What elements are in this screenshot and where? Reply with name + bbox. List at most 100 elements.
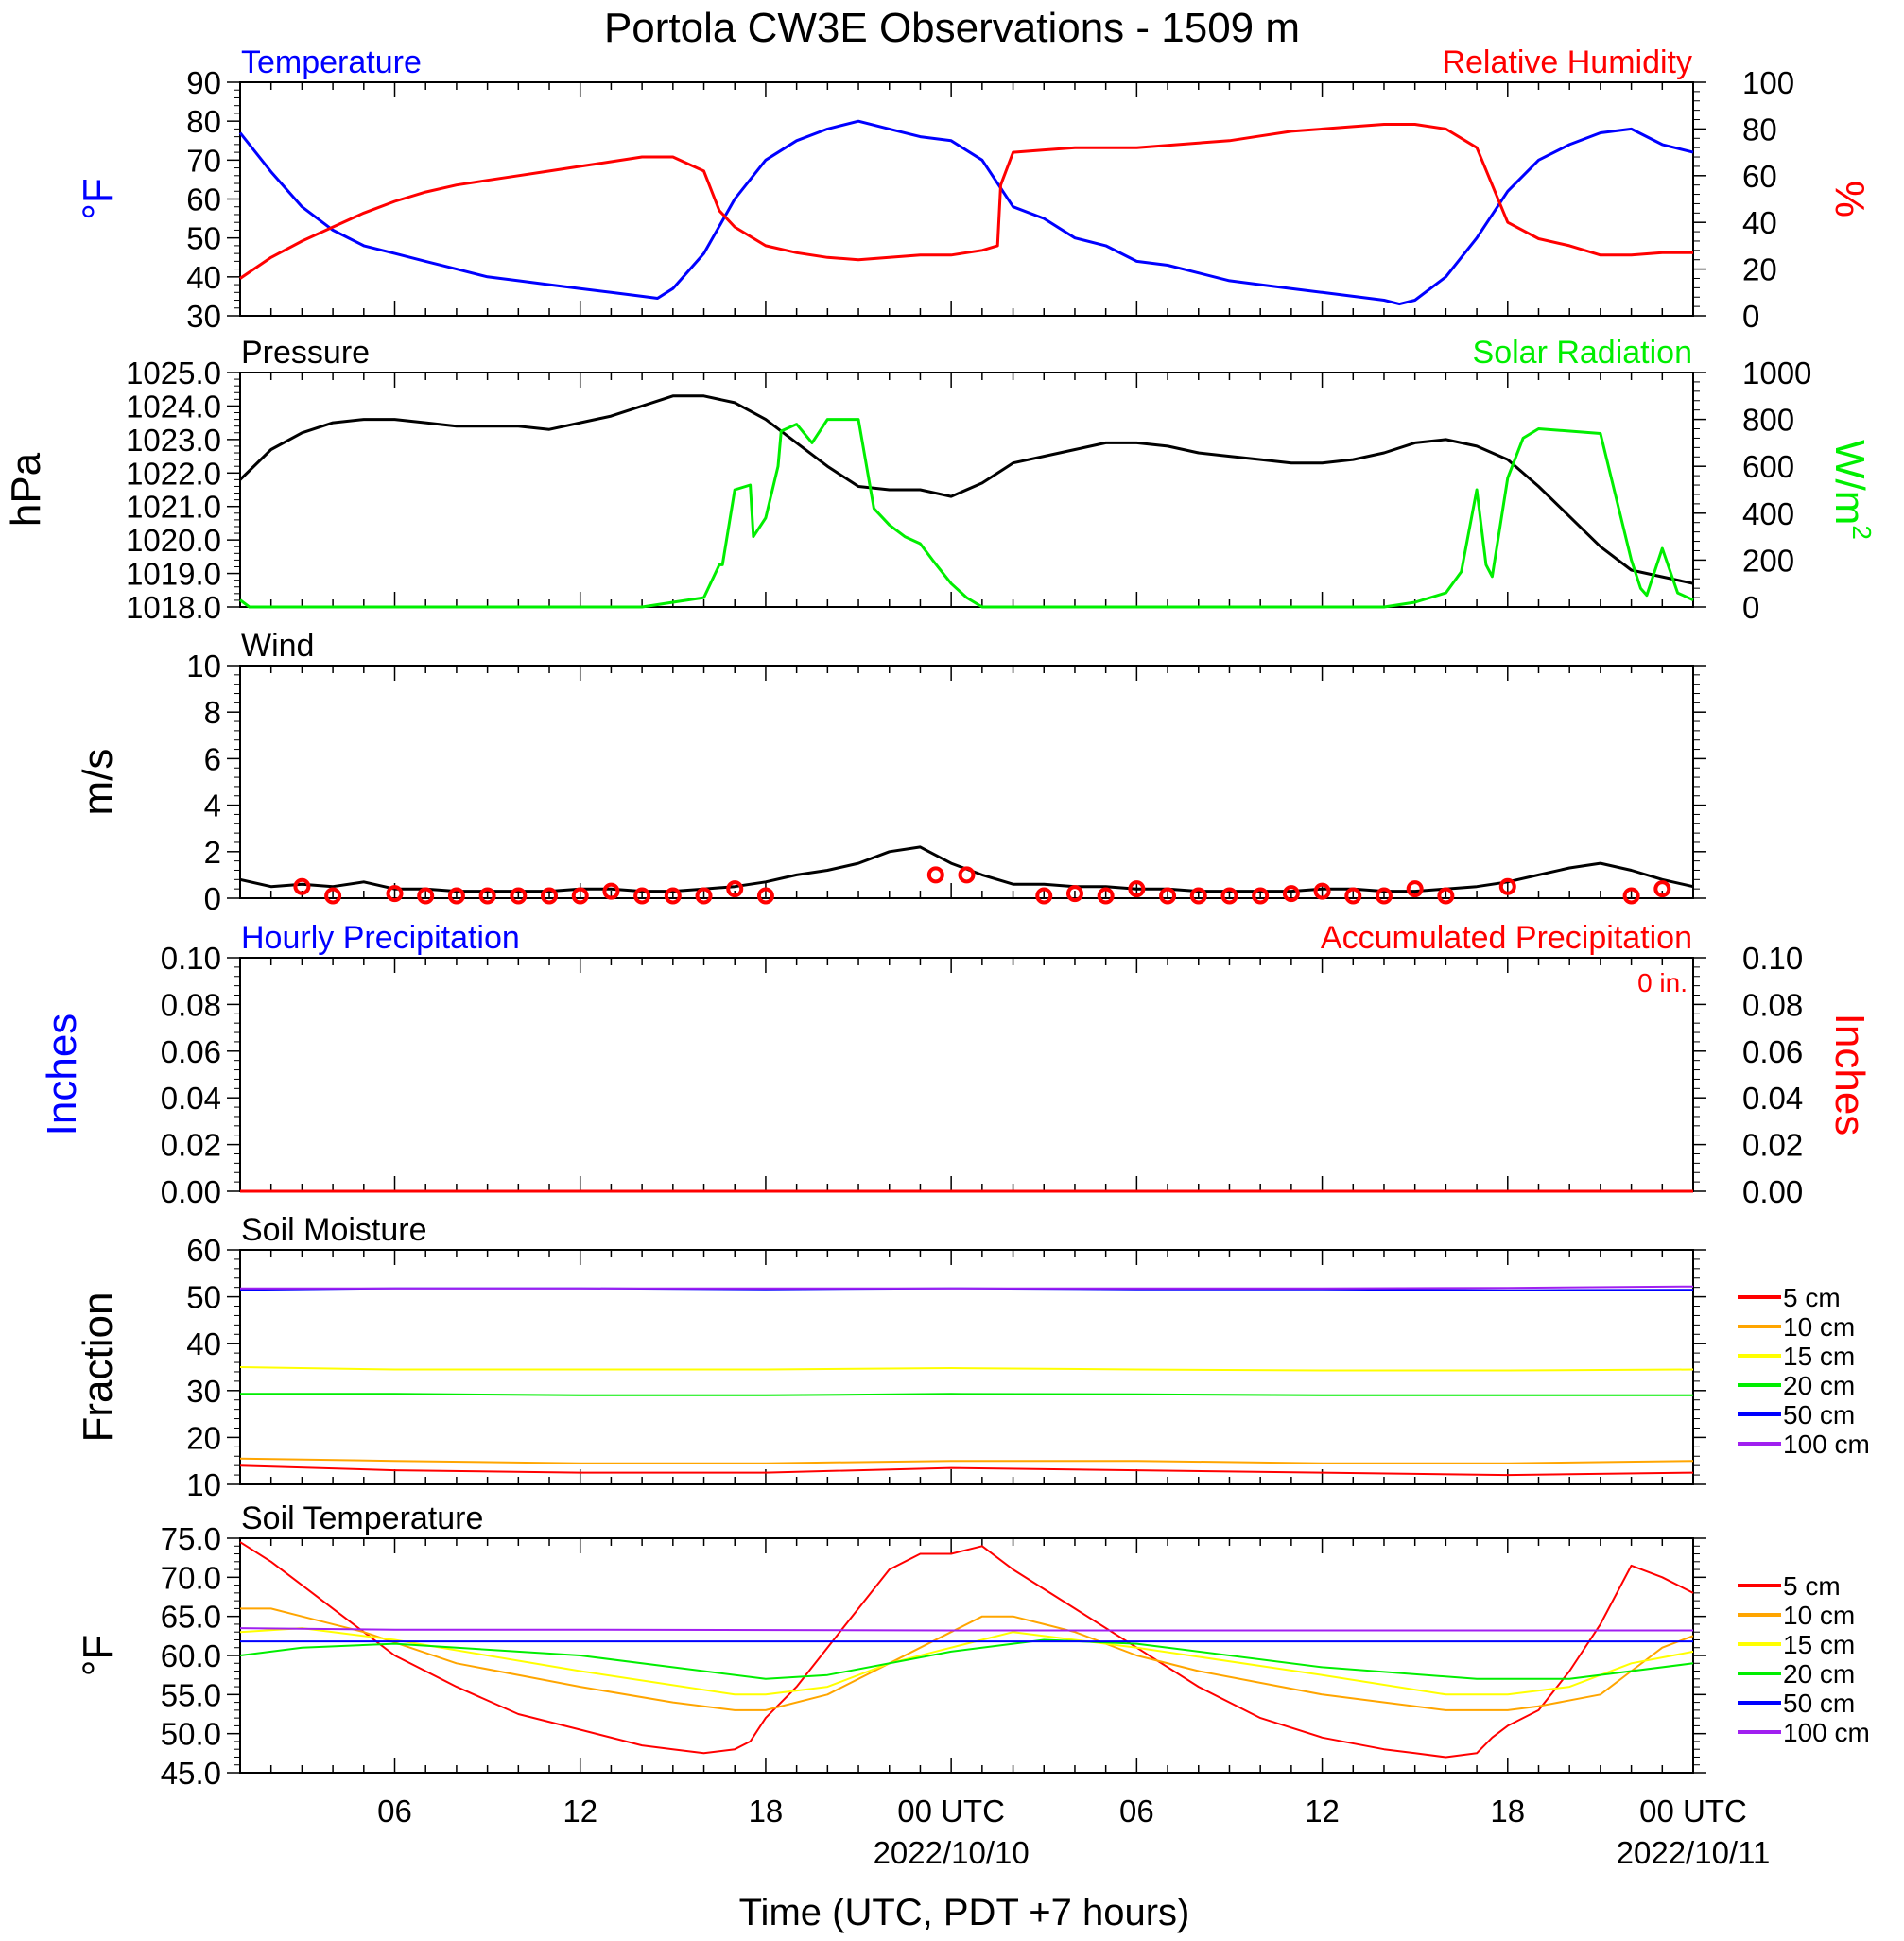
wind-marker xyxy=(1035,887,1053,905)
series-line-5-cm xyxy=(239,1541,1694,1759)
y-tick-label-left: 0.10 xyxy=(161,941,221,976)
x-tick-label: 18 xyxy=(749,1794,784,1828)
y-tick-label-right: 0.10 xyxy=(1742,941,1803,976)
panel-pressure_solar: 1018.01019.01020.01021.01022.01023.01024… xyxy=(3,335,1877,625)
series-line-relative-humidity xyxy=(239,123,1693,280)
y-tick-label-left: 40 xyxy=(186,260,221,295)
wind-marker xyxy=(324,887,342,905)
wind-marker xyxy=(1189,887,1207,905)
panel-soil_temperature: 45.0 50.0 55.0 60.065.0 70.0 75.0 Soil Tempera… xyxy=(75,1500,1870,1870)
panel-title-left: Soil Temperature xyxy=(241,1500,483,1536)
y-axis-label-left: hPa xyxy=(3,452,49,527)
y-axis-label-left: °F xyxy=(75,178,121,219)
wind-marker xyxy=(386,885,404,903)
y-tick-label-left: 40 xyxy=(186,1326,221,1361)
wind-marker xyxy=(633,887,651,905)
series-line-100-cm xyxy=(240,1285,1694,1290)
wind-marker xyxy=(417,887,435,905)
series-line-100-cm xyxy=(239,1627,1693,1632)
y-tick-label-left: 1019.0 xyxy=(126,557,221,592)
x-tick-label: 06 xyxy=(1119,1794,1154,1828)
series-line-20-cm xyxy=(239,1638,1694,1680)
wind-marker xyxy=(1406,880,1424,898)
y-tick-label-right: 0.00 xyxy=(1742,1174,1803,1209)
y-tick-label-left: 70.0 xyxy=(161,1560,221,1595)
y-tick-label-right: 60 xyxy=(1742,159,1777,194)
wind-marker xyxy=(1159,887,1177,905)
y-tick-label-left: 1023.0 xyxy=(126,423,221,458)
y-tick-label-left: 65.0 xyxy=(161,1600,221,1635)
legend-label: 10 cm xyxy=(1783,1312,1855,1342)
y-tick-label-right: 20 xyxy=(1742,252,1777,287)
wind-marker xyxy=(510,887,528,905)
wind-marker xyxy=(447,887,465,905)
y-tick-label-right: 400 xyxy=(1742,496,1794,531)
y-tick-label-right: 200 xyxy=(1742,543,1794,578)
y-tick-label-left: 75.0 xyxy=(161,1521,221,1556)
series-line-pressure xyxy=(238,394,1694,585)
y-axis-label-left: Fraction xyxy=(75,1292,121,1443)
y-axis-label-left: m/s xyxy=(75,749,121,816)
plot-frame xyxy=(239,81,1694,317)
legend-label: 100 cm xyxy=(1783,1718,1870,1747)
y-axis-label-right-text: Inches xyxy=(1826,1014,1873,1136)
y-tick-label-left: 2 xyxy=(204,835,221,870)
y-tick-label-left: 0.08 xyxy=(161,987,221,1022)
y-axis-label-left: °F xyxy=(75,1635,121,1676)
wind-marker xyxy=(1622,887,1640,905)
panel-title-left: Wind xyxy=(241,628,314,664)
wind-marker xyxy=(1498,877,1516,895)
x-tick-date: 2022/10/10 xyxy=(874,1835,1030,1870)
plot-frame xyxy=(239,957,1694,1192)
x-tick-label: 06 xyxy=(377,1794,412,1828)
y-tick-label-right: 600 xyxy=(1742,449,1794,484)
y-tick-label-left: 20 xyxy=(186,1420,221,1455)
x-axis-label: Time (UTC, PDT +7 hours) xyxy=(739,1892,1190,1933)
y-axis-label-right-sup: 2 xyxy=(1847,525,1877,540)
y-tick-label-left: 0.00 xyxy=(161,1174,221,1209)
y-tick-label-left: 0 xyxy=(204,881,221,916)
wind-marker xyxy=(1437,887,1455,905)
series-line-15-cm xyxy=(239,1366,1694,1372)
y-tick-label-left: 80 xyxy=(186,104,221,139)
y-tick-label-left: 30 xyxy=(186,299,221,334)
x-tick-date: 2022/10/11 xyxy=(1617,1835,1771,1870)
series-line-10-cm xyxy=(239,1457,1694,1464)
y-tick-label-left: 1025.0 xyxy=(126,355,221,390)
y-tick-label-right: 0.02 xyxy=(1742,1128,1803,1163)
legend-label: 50 cm xyxy=(1783,1689,1855,1718)
y-tick-label-left: 50 xyxy=(186,221,221,256)
y-tick-label-left: 0.04 xyxy=(161,1081,221,1116)
plot-frame xyxy=(239,372,1694,608)
y-axis-label-left: Inches xyxy=(39,1014,85,1136)
wind-marker xyxy=(1282,885,1300,903)
wind-marker xyxy=(1128,880,1146,898)
panel-title-left: Pressure xyxy=(241,335,370,371)
y-tick-label-right: 0.06 xyxy=(1742,1034,1803,1069)
series-line-solar-radiation xyxy=(239,418,1694,609)
x-tick-label: 00 UTC xyxy=(1639,1794,1747,1828)
series-line-10-cm xyxy=(240,1607,1694,1711)
y-axis-label-right-text: W/m xyxy=(1826,440,1873,525)
y-tick-label-right: 0.08 xyxy=(1742,987,1803,1022)
y-tick-label-right: 80 xyxy=(1742,112,1777,147)
y-tick-label-right: 0.04 xyxy=(1742,1081,1803,1116)
y-tick-label-right: 800 xyxy=(1742,403,1794,438)
wind-marker xyxy=(1252,887,1270,905)
panel-soil_moisture: 10 20 30 40 50 60 Soil Moisture Fraction 5 cm10 … xyxy=(75,1212,1870,1502)
figure-title: Portola CW3E Observations - 1509 m xyxy=(604,5,1300,51)
y-axis-label-right-text: % xyxy=(1826,181,1873,217)
y-tick-label-right: 1000 xyxy=(1742,355,1811,390)
plot-frame xyxy=(239,1249,1694,1485)
wind-marker xyxy=(1065,885,1083,903)
y-axis-label-right: % xyxy=(1826,181,1873,217)
y-tick-label-left: 1020.0 xyxy=(126,523,221,558)
y-tick-label-left: 45.0 xyxy=(161,1756,221,1791)
y-tick-label-left: 10 xyxy=(186,649,221,684)
wind-marker xyxy=(478,887,496,905)
wind-marker xyxy=(1375,887,1393,905)
legend-label: 50 cm xyxy=(1783,1400,1855,1430)
series-line-temperature xyxy=(238,119,1694,306)
y-tick-label-left: 50 xyxy=(186,1280,221,1315)
y-tick-label-left: 8 xyxy=(204,695,221,730)
